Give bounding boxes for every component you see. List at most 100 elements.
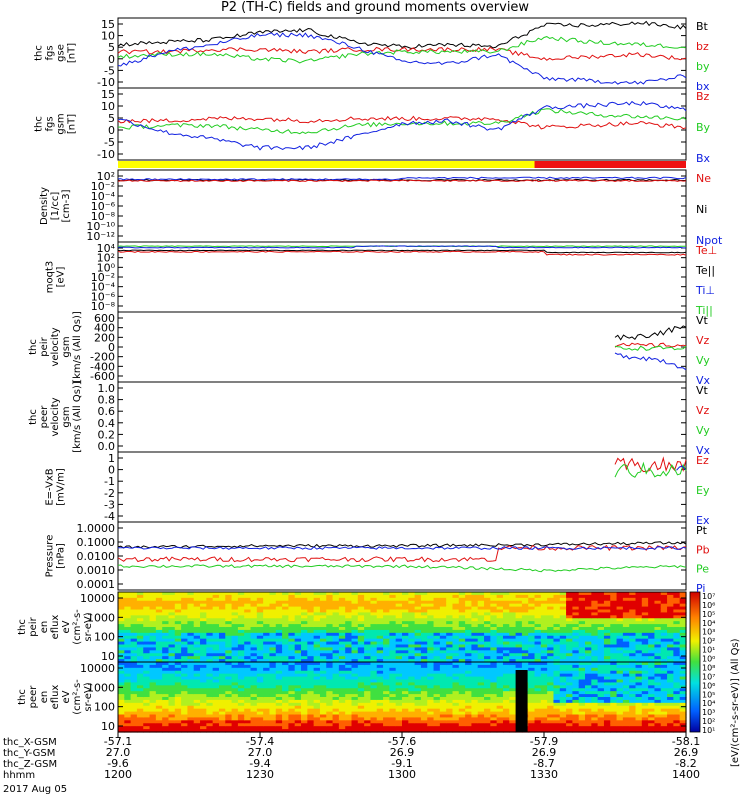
spectrogram-cell [187, 711, 195, 716]
spectrogram-cell [200, 673, 207, 678]
spectrogram-cell [616, 650, 624, 654]
spectrogram-cell [591, 723, 599, 727]
spectrogram-cell [244, 673, 252, 678]
colorbar-tick: 10⁶ [702, 601, 715, 610]
spectrogram-cell [502, 691, 510, 695]
spectrogram-cell [206, 627, 214, 631]
spectrogram-cell [553, 629, 561, 634]
spectrogram-cell [136, 594, 144, 599]
spectrogram-cell [319, 635, 327, 640]
spectrogram-cell [597, 594, 605, 599]
spectrogram-cell [136, 714, 144, 719]
spectrogram-cell [547, 612, 555, 616]
spectrogram-cell [332, 618, 340, 622]
spectrogram-cell [402, 641, 409, 646]
spectrogram-cell [471, 618, 479, 622]
ytick-label: -5 [104, 64, 115, 77]
spectrogram-cell [622, 699, 630, 704]
spectrogram-cell [231, 711, 239, 716]
spectrogram-cell [610, 618, 618, 622]
spectrogram-cell [313, 632, 321, 637]
spectrogram-cell [648, 609, 656, 614]
spectrogram-cell [168, 600, 176, 605]
spectrogram-cell [370, 702, 378, 707]
spectrogram-cell [566, 629, 573, 634]
spectrogram-cell [319, 699, 327, 704]
spectrogram-cell [376, 603, 384, 608]
spectrogram-cell [357, 662, 365, 666]
xaxis-row-label: thc_Y-GSM [3, 748, 55, 759]
spectrogram-cell [307, 667, 315, 672]
spectrogram-cell [218, 615, 226, 619]
spectrogram-cell [521, 644, 529, 649]
spectrogram-cell [237, 592, 245, 596]
spectrogram-cell [200, 670, 207, 675]
spectrogram-cell [181, 629, 189, 634]
spectrogram-cell [629, 699, 637, 704]
spectrogram-cell [263, 594, 271, 599]
spectrogram-cell [622, 612, 630, 616]
spectrogram-cell [357, 667, 365, 672]
spectrogram-cell [294, 673, 302, 678]
spectrogram-cell [547, 638, 555, 643]
spectrogram-cell [376, 635, 384, 640]
spectrogram-cell [502, 670, 510, 675]
spectrogram-cell [181, 609, 189, 614]
spectrogram-cell [540, 624, 548, 628]
spectrogram-cell [174, 656, 182, 660]
spectrogram-cell [174, 635, 182, 640]
spectrogram-cell [370, 682, 378, 686]
spectrogram-cell [540, 603, 548, 608]
spectrogram-cell [585, 729, 592, 733]
spectrogram-cell [679, 664, 687, 669]
spectrogram-cell [484, 647, 491, 651]
spectrogram-cell [515, 592, 523, 596]
spectrogram-cell [477, 592, 485, 596]
spectrogram-cell [376, 714, 384, 719]
spectrogram-cell [162, 708, 170, 713]
spectrogram-cell [301, 600, 308, 605]
spectrogram-cell [465, 708, 473, 713]
series-line [117, 115, 687, 130]
spectrogram-cell [679, 676, 687, 681]
spectrogram-cell [566, 635, 573, 640]
spectrogram-cell [648, 670, 656, 675]
spectrogram-cell [660, 699, 668, 704]
spectrogram-cell [250, 656, 258, 660]
spectrogram-cell [250, 679, 258, 684]
spectrogram-cell [326, 670, 334, 675]
legend-entry: Vt [696, 314, 709, 327]
spectrogram-cell [660, 609, 668, 614]
spectrogram-cell [313, 679, 321, 684]
spectrogram-cell [502, 618, 510, 622]
spectrogram-cell [465, 627, 473, 631]
spectrogram-cell [376, 629, 384, 634]
spectrogram-cell [616, 659, 624, 663]
spectrogram-cell [420, 670, 428, 675]
spectrogram-cell [351, 697, 359, 701]
spectrogram-cell [597, 632, 605, 637]
spectrogram-cell [162, 656, 170, 660]
spectrogram-cell [547, 644, 555, 649]
spectrogram-cell [275, 702, 283, 707]
spectrogram-cell [408, 688, 416, 692]
spectrogram-cell [256, 662, 264, 666]
spectrogram-cell [452, 644, 460, 649]
spectrogram-cell [351, 676, 359, 681]
spectrogram-cell [585, 708, 592, 713]
spectrogram-cell [585, 606, 592, 611]
spectrogram-cell [332, 592, 340, 596]
spectrogram-cell [237, 673, 245, 678]
spectrogram-cell [679, 629, 687, 634]
spectrogram-cell [193, 726, 201, 730]
spectrogram-cell [420, 618, 428, 622]
spectrogram-cell [187, 699, 195, 704]
spectrogram-cell [610, 624, 618, 628]
spectrogram-cell [218, 632, 226, 637]
spectrogram-cell [332, 600, 340, 605]
spectrogram-cell [326, 691, 334, 695]
spectrogram-cell [427, 594, 435, 599]
spectrogram-cell [635, 714, 643, 719]
spectrogram-cell [414, 673, 422, 678]
spectrogram-cell [256, 676, 264, 681]
